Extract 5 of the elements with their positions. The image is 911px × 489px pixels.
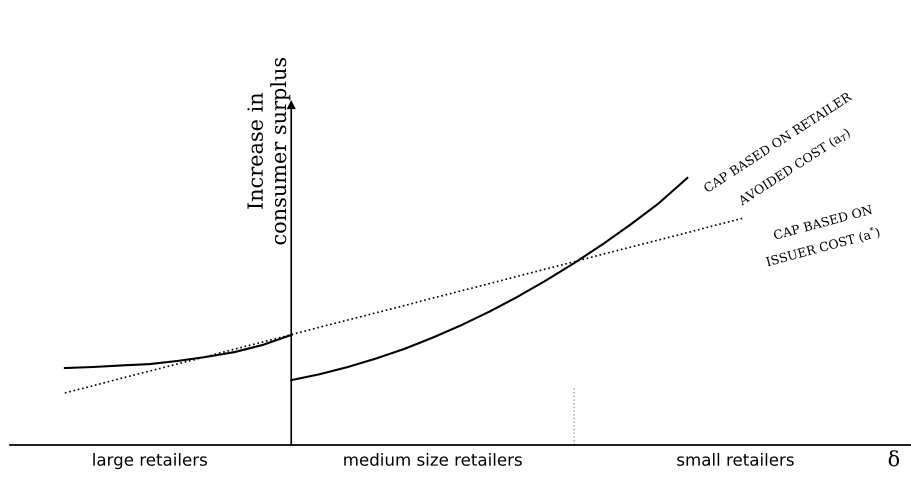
text: small retailers [677,453,794,466]
text: δ [888,450,900,466]
y-axis-title: Increase in consumer surplus [247,58,290,244]
text: medium size retailers [344,453,522,466]
text: large retailers [93,453,207,470]
